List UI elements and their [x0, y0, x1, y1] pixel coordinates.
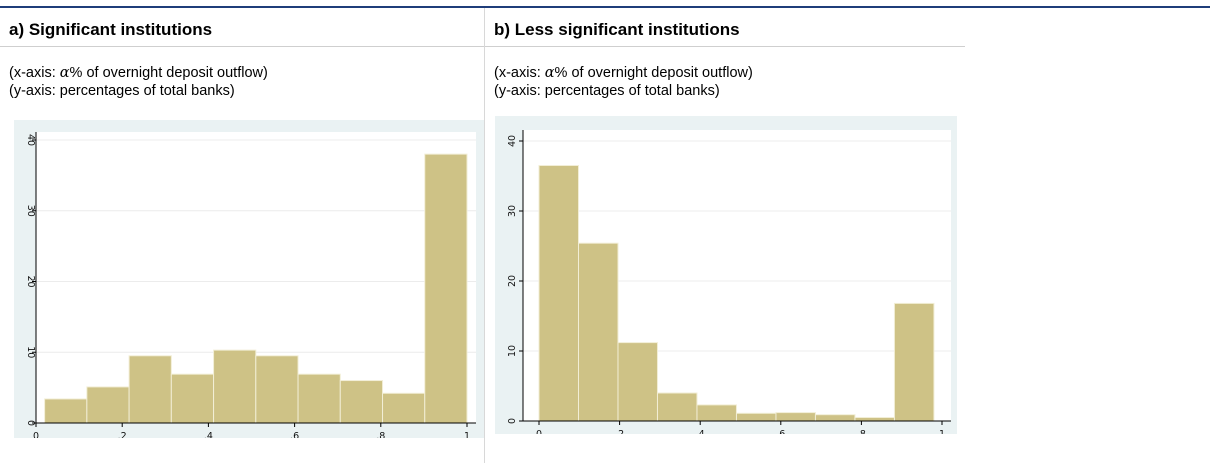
- histogram-bar-9: [382, 392, 426, 424]
- y-tick-label: 20: [25, 275, 36, 287]
- panel-significant-institutions: a) Significant institutions (x-axis: α% …: [0, 8, 484, 463]
- y-tick-label: 10: [25, 346, 36, 358]
- top-rule: [0, 6, 1210, 8]
- histogram-bar-10: [424, 153, 468, 424]
- histogram-bar-8: [814, 414, 856, 422]
- x-axis-note: (x-axis: α% of overnight deposit outflow…: [9, 65, 268, 81]
- histogram-bar-6: [735, 412, 777, 422]
- y-tick-label: 0: [25, 420, 36, 426]
- y-tick-label: 0: [507, 418, 518, 424]
- histogram-bar-2: [577, 242, 619, 422]
- histogram-significant: 0 10 20 30 40 0 .2 .4 .6 .8 1: [25, 132, 476, 438]
- histogram-bar-1: [44, 398, 88, 424]
- x-tick-label: 1: [939, 429, 945, 434]
- panel-header: b) Less significant institutions: [485, 8, 965, 47]
- y-tick-label: 40: [25, 134, 36, 146]
- histogram-bar-1: [538, 165, 579, 422]
- x-tick-label: 0: [536, 429, 542, 434]
- histogram-bar-9: [854, 417, 895, 422]
- y-tick-label: 10: [507, 345, 518, 357]
- histogram-bar-3: [128, 355, 172, 424]
- x-tick-label: .4: [204, 431, 213, 438]
- y-axis-note: (y-axis: percentages of total banks): [494, 83, 720, 99]
- x-tick-label: .6: [290, 431, 299, 438]
- x-axis-note-suffix: % of overnight deposit outflow): [69, 65, 268, 81]
- alpha-symbol: α: [59, 65, 70, 81]
- x-axis-note-suffix: % of overnight deposit outflow): [554, 65, 753, 81]
- x-tick-label: .4: [696, 429, 705, 434]
- x-tick-label: .2: [118, 431, 127, 438]
- histogram-bar-7: [775, 412, 816, 422]
- x-tick-label: 1: [464, 431, 470, 438]
- x-axis-note: (x-axis: α% of overnight deposit outflow…: [494, 65, 753, 81]
- y-tick-label: 40: [507, 135, 518, 147]
- histogram-less-significant: 0 10 20 30 40 0 .2 .4 .6 .8 1: [507, 130, 951, 434]
- y-axis-note: (y-axis: percentages of total banks): [9, 83, 235, 99]
- histogram-area: 0 10 20 30 40 0 .2 .4 .6 .8 1: [495, 116, 957, 434]
- alpha-symbol: α: [544, 65, 555, 81]
- histogram-bar-5: [696, 404, 737, 422]
- x-tick-label: 0: [33, 431, 39, 438]
- y-tick-label: 30: [25, 205, 36, 217]
- x-tick-label: .8: [376, 431, 385, 438]
- histogram-bar-7: [297, 373, 341, 424]
- x-tick-label: .2: [615, 429, 624, 434]
- histogram-bar-3: [617, 342, 658, 422]
- histogram-bar-8: [339, 380, 384, 424]
- y-tick-label: 20: [507, 275, 518, 287]
- panel-title: a) Significant institutions: [9, 20, 213, 39]
- y-tick-label: 30: [507, 205, 518, 217]
- x-tick-label: .8: [857, 429, 866, 434]
- histogram-bar-4: [656, 392, 698, 422]
- histogram-area: 0 10 20 30 40 0 .2 .4 .6 .8 1: [14, 120, 484, 438]
- histogram-bar-6: [255, 355, 299, 424]
- histogram-bar-5: [213, 349, 257, 424]
- x-axis-note-prefix: (x-axis:: [9, 65, 60, 81]
- x-axis-note-prefix: (x-axis:: [494, 65, 545, 81]
- x-tick-label: .6: [776, 429, 785, 434]
- histogram-bar-2: [86, 386, 130, 424]
- histogram-bar-4: [170, 373, 215, 424]
- histogram-bar-10: [893, 302, 935, 422]
- panel-header: a) Significant institutions: [0, 8, 484, 47]
- panel-less-significant-institutions: b) Less significant institutions (x-axis…: [484, 8, 965, 463]
- panel-title: b) Less significant institutions: [494, 20, 740, 39]
